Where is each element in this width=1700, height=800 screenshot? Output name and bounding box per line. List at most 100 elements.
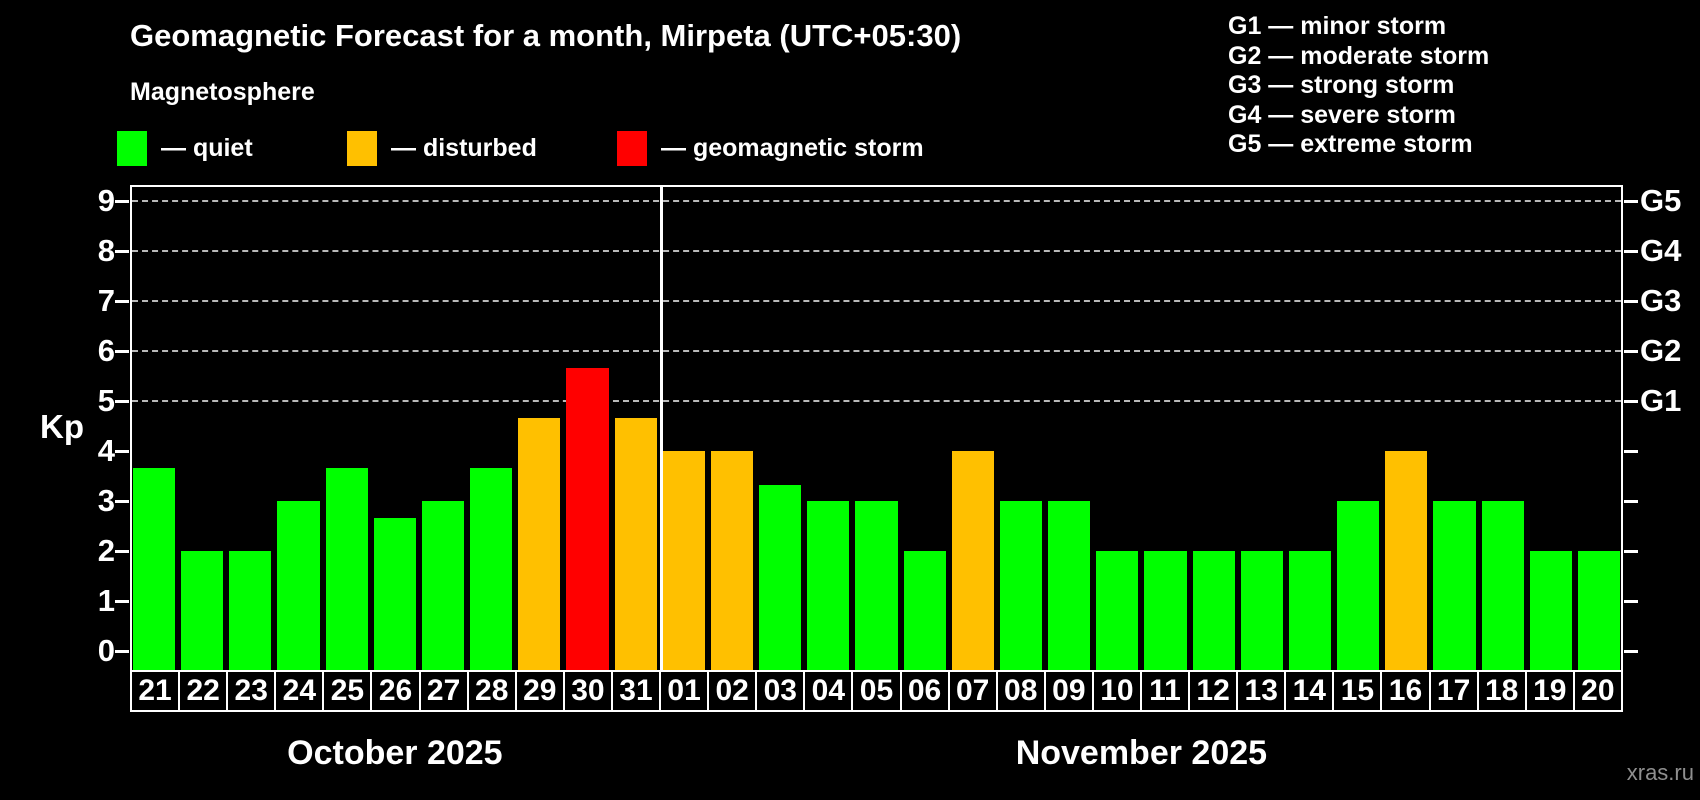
- left-axis-tick: [115, 600, 129, 603]
- day-label: 28: [468, 672, 517, 710]
- left-axis-tick: [115, 500, 129, 503]
- g-legend-line-g3: G3 — strong storm: [1228, 71, 1455, 99]
- kp-bar-day-02: [710, 451, 754, 670]
- kp-bar-day-12: [1192, 551, 1235, 670]
- kp-bar-day-25: [325, 467, 368, 670]
- watermark: xras.ru: [1626, 760, 1694, 785]
- chart-title: Geomagnetic Forecast for a month, Mirpet…: [130, 18, 962, 53]
- left-axis-tick: [115, 400, 129, 403]
- day-label: 22: [180, 672, 229, 710]
- quiet-color-swatch: [117, 131, 147, 166]
- kp-bar-day-10: [1096, 551, 1139, 670]
- day-label: 18: [1478, 672, 1527, 710]
- day-label: 08: [997, 672, 1046, 710]
- day-label: 30: [564, 672, 613, 710]
- day-label: 23: [228, 672, 277, 710]
- kp-bar-day-16: [1385, 451, 1428, 670]
- day-label: 06: [901, 672, 950, 710]
- kp-bar-day-08: [999, 501, 1043, 670]
- day-label: 26: [372, 672, 421, 710]
- legend-label-storm: — geomagnetic storm: [661, 134, 924, 162]
- grid-line-g5: [132, 200, 1621, 202]
- kp-bar-day-26: [373, 517, 416, 670]
- day-label: 12: [1190, 672, 1239, 710]
- kp-bar-day-14: [1288, 551, 1332, 670]
- y-axis-title: Kp: [40, 408, 84, 445]
- day-label: 29: [516, 672, 565, 710]
- day-label: 20: [1574, 672, 1621, 710]
- kp-bar-day-24: [277, 501, 320, 670]
- y-axis-tick-label: 9: [97, 183, 115, 218]
- left-axis-tick: [115, 350, 129, 353]
- kp-bar-day-19: [1529, 551, 1572, 670]
- right-axis-tick: [1624, 550, 1638, 553]
- day-label: 17: [1430, 672, 1479, 710]
- g-scale-legend: G1 — minor storm G2 — moderate storm G3 …: [1228, 12, 1489, 160]
- kp-bar-day-11: [1144, 551, 1187, 670]
- kp-bar-day-06: [903, 551, 946, 670]
- grid-line-g4: [132, 250, 1621, 252]
- x-axis-day-labels: 21 22 23 24 25 26 27 28 29 30 31 01 02 03 04 05 06 07 08 09…: [130, 670, 1623, 712]
- kp-bar-day-22: [181, 551, 224, 670]
- kp-bar-day-31: [614, 417, 657, 670]
- kp-bar-day-09: [1048, 501, 1091, 670]
- left-axis-tick: [115, 250, 129, 253]
- legend-item-quiet: — quiet: [117, 131, 253, 166]
- day-label: 01: [661, 672, 710, 710]
- month-label-november: November 2025: [1015, 734, 1268, 772]
- right-axis-tick: [1624, 450, 1638, 453]
- y-axis-tick-label: 8: [97, 233, 115, 268]
- right-axis-tick: [1624, 300, 1638, 303]
- day-label: 02: [709, 672, 758, 710]
- right-axis-tick: [1624, 400, 1638, 403]
- y-axis-tick-label: 1: [97, 583, 115, 618]
- right-axis-label-g4: G4: [1640, 233, 1682, 268]
- left-axis-tick: [115, 300, 129, 303]
- kp-bar-day-23: [229, 551, 272, 670]
- day-label: 05: [853, 672, 902, 710]
- kp-bar-day-01: [662, 451, 705, 670]
- day-label: 25: [324, 672, 373, 710]
- left-axis-tick: [115, 650, 129, 653]
- day-label: 19: [1526, 672, 1575, 710]
- right-axis-label-g2: G2: [1640, 333, 1682, 368]
- y-axis-tick-label: 2: [97, 533, 115, 568]
- day-label: 03: [757, 672, 806, 710]
- left-axis-tick: [115, 450, 129, 453]
- kp-bar-day-17: [1433, 501, 1476, 670]
- right-axis-tick: [1624, 600, 1638, 603]
- day-label: 24: [276, 672, 325, 710]
- y-axis-tick-label: 7: [97, 283, 115, 318]
- storm-color-swatch: [617, 131, 647, 166]
- right-axis-label-g5: G5: [1640, 183, 1682, 218]
- day-label: 09: [1045, 672, 1094, 710]
- kp-bar-day-28: [470, 467, 513, 670]
- legend-label-quiet: — quiet: [161, 134, 253, 162]
- day-label: 10: [1093, 672, 1142, 710]
- y-axis-tick-label: 3: [97, 483, 115, 518]
- right-axis-tick: [1624, 250, 1638, 253]
- day-label: 21: [132, 672, 181, 710]
- g-legend-line-g2: G2 — moderate storm: [1228, 41, 1490, 70]
- left-axis-tick: [115, 200, 129, 203]
- day-label: 16: [1382, 672, 1431, 710]
- y-axis-tick-label: 5: [97, 383, 115, 418]
- legend-item-disturbed: — disturbed: [347, 131, 537, 166]
- right-axis-label-g3: G3: [1640, 283, 1682, 318]
- day-label: 15: [1334, 672, 1383, 710]
- kp-bar-day-20: [1577, 551, 1620, 670]
- day-label: 04: [805, 672, 854, 710]
- grid-line-g3: [132, 300, 1621, 302]
- y-axis-tick-label: 0: [97, 633, 115, 668]
- day-label: 31: [612, 672, 662, 710]
- kp-bar-day-13: [1240, 551, 1283, 670]
- g-legend-line-g5: G5 — extreme storm: [1228, 130, 1473, 158]
- y-axis-tick-label: 6: [97, 333, 115, 368]
- kp-bar-day-03: [759, 484, 802, 670]
- day-label: 11: [1141, 672, 1191, 710]
- kp-bar-day-04: [807, 501, 850, 670]
- right-axis-tick: [1624, 200, 1638, 203]
- kp-bar-day-07: [951, 451, 994, 670]
- grid-line-g1: [132, 400, 1621, 402]
